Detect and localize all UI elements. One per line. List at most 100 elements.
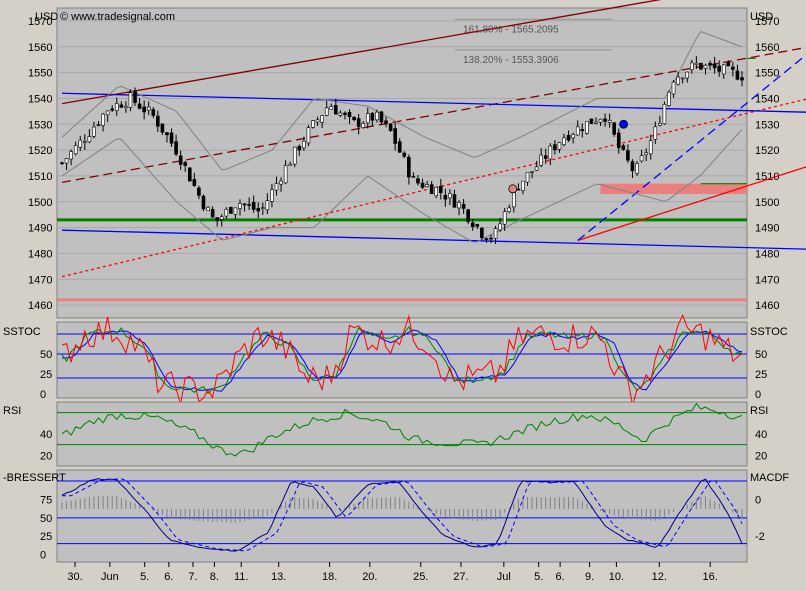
price-body — [703, 64, 708, 69]
copyright-text: © www.tradesignal.com — [60, 11, 175, 23]
price-body — [128, 92, 133, 108]
price-body — [648, 140, 653, 155]
price-body — [429, 184, 434, 194]
price-body — [457, 202, 461, 209]
price-body — [557, 142, 562, 150]
macd-panel: 75 50 25 0 0 -2 — [40, 469, 765, 563]
x-tick-label: 11. — [234, 571, 248, 583]
price-body — [146, 106, 151, 111]
price-body — [502, 211, 507, 225]
price-tick-left: 1520 — [28, 145, 52, 157]
price-panel: 1570 1570 1560 1560 1550 1550 1540 1540 1530 1530… — [28, 0, 806, 319]
price-body — [270, 189, 274, 202]
x-tick-label: 7. — [188, 571, 197, 583]
price-body — [370, 112, 375, 121]
price-body — [352, 116, 356, 121]
price-body — [101, 113, 105, 126]
price-tick-right: 1560 — [755, 42, 779, 54]
price-body — [197, 187, 201, 196]
trendline — [577, 54, 806, 242]
price-body — [64, 158, 69, 164]
price-body — [215, 217, 219, 221]
price-body — [283, 165, 288, 184]
x-tick-label: 5. — [140, 571, 149, 583]
price-body — [585, 121, 589, 134]
price-body — [484, 238, 489, 240]
currency-label-left: USD — [35, 11, 58, 23]
price-body — [165, 132, 169, 136]
price-body — [516, 188, 521, 191]
price-body — [183, 162, 188, 166]
rsi-tick-right: 20 — [755, 450, 767, 462]
price-body — [311, 120, 315, 128]
price-body — [133, 90, 137, 103]
bressert-signal-line — [62, 478, 743, 552]
price-body — [256, 208, 261, 212]
price-body — [83, 141, 87, 143]
price-body — [699, 62, 703, 70]
price-body — [292, 146, 297, 165]
x-tick-label: 30. — [67, 571, 82, 583]
price-body — [534, 166, 539, 171]
price-tick-right: 1500 — [755, 197, 779, 209]
price-body — [329, 106, 334, 110]
x-tick-label: 27. — [453, 571, 468, 583]
price-body — [247, 204, 251, 206]
price-body — [521, 180, 525, 191]
price-body — [92, 126, 96, 137]
price-tick-right: 1520 — [755, 145, 779, 157]
price-body — [306, 127, 311, 144]
bressert-line — [61, 478, 743, 552]
price-body — [87, 136, 92, 143]
price-body — [119, 104, 124, 108]
price-body — [626, 150, 630, 161]
trendline — [577, 166, 806, 242]
price-body — [210, 209, 215, 218]
x-tick-label: 12. — [652, 571, 667, 583]
price-body — [575, 126, 580, 136]
price-body — [384, 120, 388, 124]
price-tick-right: 1490 — [755, 223, 779, 235]
price-body — [187, 167, 192, 182]
price-body — [740, 77, 744, 81]
price-body — [712, 63, 717, 69]
price-tick-right: 1470 — [755, 274, 779, 286]
trendline — [61, 46, 806, 184]
price-tick-left: 1550 — [28, 68, 52, 80]
price-tick-left: 1500 — [28, 197, 52, 209]
price-panel-background — [56, 7, 748, 319]
price-body — [612, 122, 617, 135]
macd-tick-right: 0 — [755, 494, 761, 506]
x-tick-label: 25. — [413, 571, 428, 583]
rsi-tick-right: 40 — [755, 429, 767, 441]
demand-zone — [600, 183, 747, 194]
trendline — [61, 92, 806, 113]
price-tick-left: 1530 — [28, 119, 52, 131]
price-tick-right: 1510 — [755, 171, 779, 183]
price-body — [142, 106, 146, 113]
price-body — [662, 104, 667, 125]
price-body — [96, 124, 101, 126]
sstoc-tick-left: 25 — [40, 369, 52, 381]
x-tick-label: 13. — [271, 571, 286, 583]
price-body — [233, 207, 238, 215]
price-marker — [508, 184, 518, 194]
trendline — [61, 0, 662, 105]
price-body — [302, 140, 306, 149]
price-body — [201, 195, 206, 210]
price-body — [407, 156, 411, 178]
price-body — [156, 115, 160, 127]
price-body — [279, 180, 283, 185]
price-body — [493, 228, 498, 239]
macd-panel-background — [56, 469, 748, 563]
x-tick-label: 6. — [556, 571, 565, 583]
bollinger-band — [61, 30, 743, 171]
price-body — [548, 145, 553, 160]
price-body — [562, 137, 566, 145]
price-body — [261, 207, 265, 209]
trendline — [61, 229, 806, 250]
price-body — [160, 123, 165, 133]
macd-tick-left: 50 — [40, 513, 52, 525]
price-body — [589, 118, 594, 124]
price-tick-right: 1530 — [755, 119, 779, 131]
